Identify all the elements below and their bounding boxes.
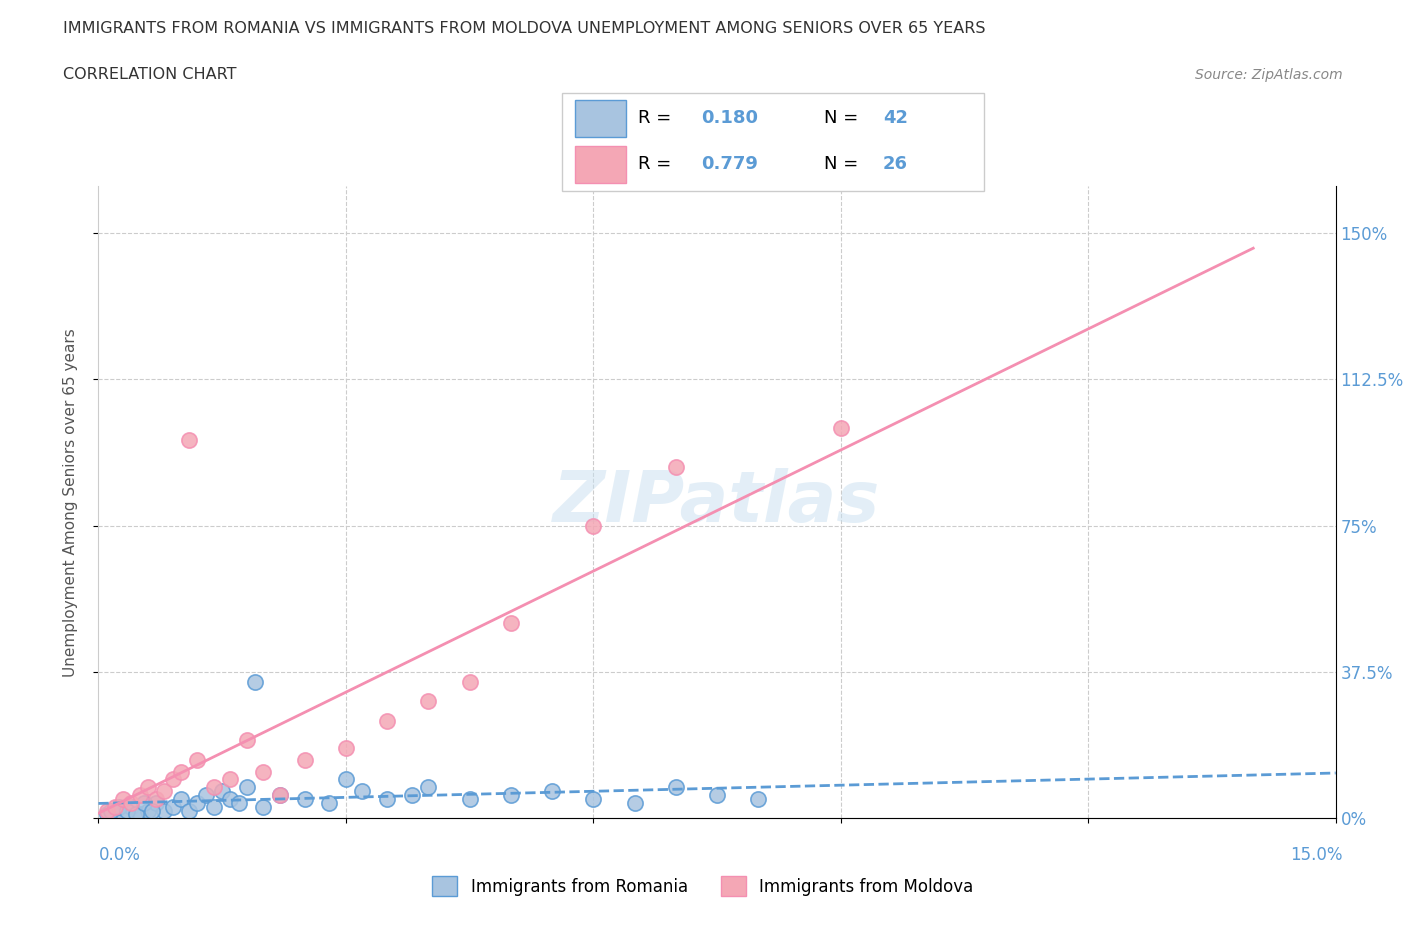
FancyBboxPatch shape xyxy=(562,93,984,191)
Point xyxy=(96,804,118,818)
Text: 15.0%: 15.0% xyxy=(1291,846,1343,864)
Point xyxy=(128,807,150,822)
Point xyxy=(375,791,398,806)
Y-axis label: Unemployment Among Seniors over 65 years: Unemployment Among Seniors over 65 years xyxy=(63,328,77,677)
Point xyxy=(352,784,374,799)
Point xyxy=(100,804,122,818)
Legend: Immigrants from Romania, Immigrants from Moldova: Immigrants from Romania, Immigrants from… xyxy=(426,870,980,903)
Point xyxy=(104,804,127,818)
Text: 0.180: 0.180 xyxy=(702,110,759,127)
Point xyxy=(186,795,208,810)
Text: 42: 42 xyxy=(883,110,908,127)
Point xyxy=(243,674,266,689)
Text: 26: 26 xyxy=(883,155,908,173)
Point xyxy=(136,779,159,794)
FancyBboxPatch shape xyxy=(575,146,626,183)
Point xyxy=(294,791,316,806)
Point xyxy=(582,518,605,533)
Point xyxy=(162,772,184,787)
Point xyxy=(112,791,135,806)
Text: IMMIGRANTS FROM ROMANIA VS IMMIGRANTS FROM MOLDOVA UNEMPLOYMENT AMONG SENIORS OV: IMMIGRANTS FROM ROMANIA VS IMMIGRANTS FR… xyxy=(63,20,986,35)
Point xyxy=(458,674,481,689)
Point xyxy=(194,788,217,803)
Point xyxy=(541,784,564,799)
Point xyxy=(202,779,225,794)
Point xyxy=(623,795,645,810)
Point xyxy=(252,799,274,814)
Point xyxy=(269,788,291,803)
Point xyxy=(117,804,139,818)
Point xyxy=(269,788,291,803)
Text: CORRELATION CHART: CORRELATION CHART xyxy=(63,67,236,82)
Point xyxy=(458,791,481,806)
Point xyxy=(375,713,398,728)
Point xyxy=(120,795,142,810)
Point xyxy=(108,799,131,814)
Point xyxy=(132,795,155,810)
Point xyxy=(706,788,728,803)
Text: R =: R = xyxy=(638,155,678,173)
Point xyxy=(236,733,259,748)
Point xyxy=(202,799,225,814)
Point xyxy=(104,799,127,814)
Text: 0.779: 0.779 xyxy=(702,155,758,173)
Point xyxy=(236,779,259,794)
Point xyxy=(141,804,163,818)
Point xyxy=(499,788,522,803)
Point xyxy=(318,795,340,810)
Point xyxy=(401,788,423,803)
Text: Source: ZipAtlas.com: Source: ZipAtlas.com xyxy=(1195,68,1343,82)
Point xyxy=(179,432,201,447)
Point xyxy=(418,694,440,709)
Point xyxy=(170,764,193,779)
Text: N =: N = xyxy=(824,155,863,173)
Point xyxy=(665,779,688,794)
Point xyxy=(136,804,159,818)
Point xyxy=(294,752,316,767)
Point xyxy=(179,804,201,818)
Text: N =: N = xyxy=(824,110,863,127)
Point xyxy=(335,740,357,755)
Point xyxy=(145,795,167,810)
Point xyxy=(499,616,522,631)
Point xyxy=(830,420,852,435)
Point xyxy=(211,784,233,799)
Point xyxy=(170,791,193,806)
Point xyxy=(120,799,142,814)
FancyBboxPatch shape xyxy=(575,100,626,137)
Point xyxy=(153,784,176,799)
Text: ZIPatlas: ZIPatlas xyxy=(554,468,880,537)
Point xyxy=(145,791,167,806)
Point xyxy=(335,772,357,787)
Point xyxy=(252,764,274,779)
Text: R =: R = xyxy=(638,110,678,127)
Point xyxy=(219,791,242,806)
Point xyxy=(418,779,440,794)
Point xyxy=(96,807,118,822)
Point xyxy=(112,807,135,822)
Point xyxy=(124,807,146,822)
Point xyxy=(186,752,208,767)
Point xyxy=(747,791,769,806)
Point xyxy=(153,804,176,818)
Point xyxy=(128,788,150,803)
Point xyxy=(162,799,184,814)
Point xyxy=(582,791,605,806)
Point xyxy=(665,459,688,474)
Point xyxy=(228,795,250,810)
Point xyxy=(219,772,242,787)
Text: 0.0%: 0.0% xyxy=(98,846,141,864)
